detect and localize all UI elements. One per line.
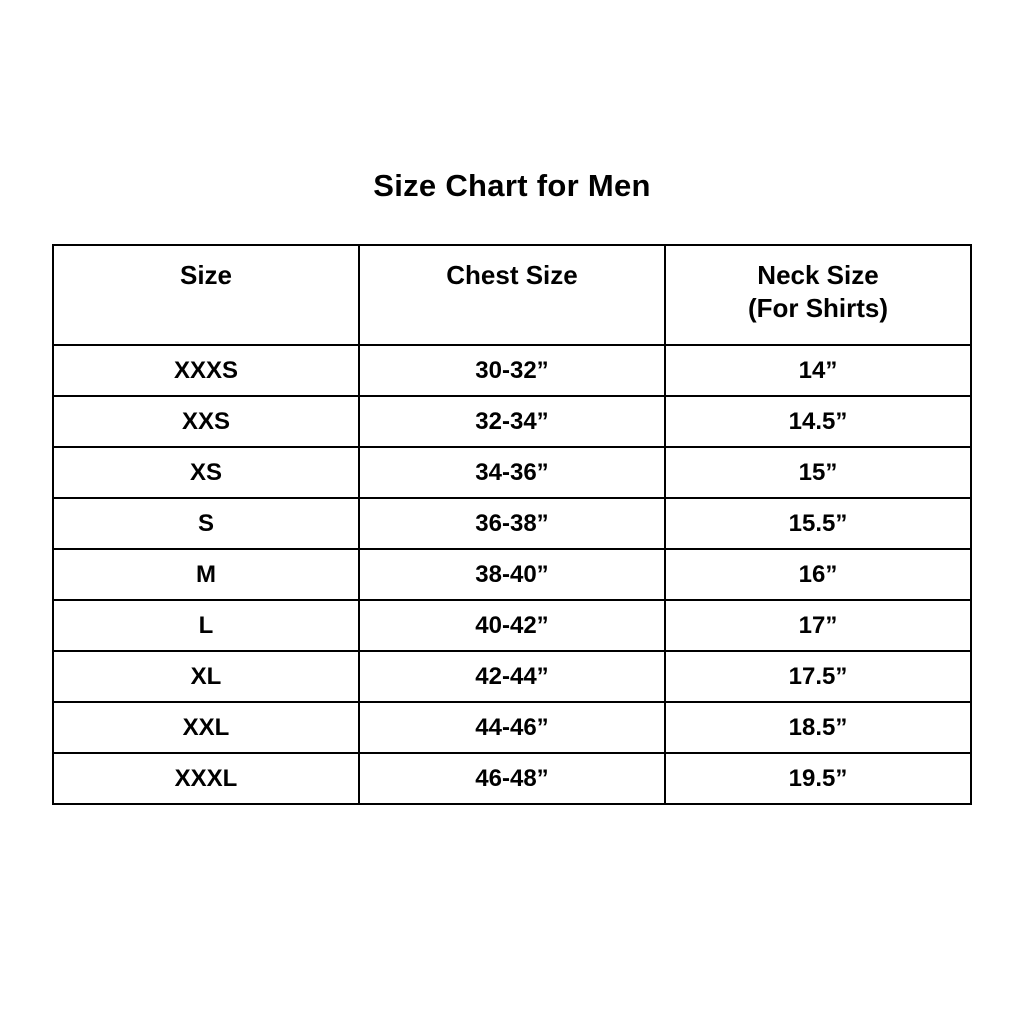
- table-cell: 42-44”: [358, 650, 666, 703]
- column-header: Size: [52, 244, 360, 346]
- table-row: XXL 44-46” 18.5”: [52, 701, 972, 754]
- table-row: S 36-38” 15.5”: [52, 497, 972, 550]
- column-header-label: Neck Size: [757, 260, 879, 290]
- table-cell: 17”: [664, 599, 972, 652]
- table-cell: 30-32”: [358, 344, 666, 397]
- table-header: Size Chest Size Neck Size (For Shirts): [52, 244, 972, 346]
- column-header-label: Size: [179, 260, 233, 290]
- table-cell: XXXL: [52, 752, 360, 805]
- table-row: XXS 32-34” 14.5”: [52, 395, 972, 448]
- table-cell: 18.5”: [664, 701, 972, 754]
- table-cell: 32-34”: [358, 395, 666, 448]
- page-title: Size Chart for Men: [373, 168, 651, 203]
- column-header-sublabel: (For Shirts): [747, 293, 889, 323]
- table-row: XL 42-44” 17.5”: [52, 650, 972, 703]
- column-header: Chest Size: [358, 244, 666, 346]
- table-cell: 46-48”: [358, 752, 666, 805]
- table-cell: 44-46”: [358, 701, 666, 754]
- table-body: XXXS 30-32” 14” XXS 32-34” 14.5” XS 34-36” 15” S 3…: [52, 344, 972, 805]
- table-row: XXXS 30-32” 14”: [52, 344, 972, 397]
- table-cell: M: [52, 548, 360, 601]
- table-cell: 40-42”: [358, 599, 666, 652]
- table-cell: 16”: [664, 548, 972, 601]
- table-cell: 15.5”: [664, 497, 972, 550]
- table-row: M 38-40” 16”: [52, 548, 972, 601]
- table-header-row: Size Chest Size Neck Size (For Shirts): [52, 244, 972, 346]
- column-header-label: Chest Size: [446, 260, 578, 290]
- table-cell: XXXS: [52, 344, 360, 397]
- table-row: L 40-42” 17”: [52, 599, 972, 652]
- table-cell: 15”: [664, 446, 972, 499]
- table-cell: XL: [52, 650, 360, 703]
- table-row: XS 34-36” 15”: [52, 446, 972, 499]
- table-cell: 14.5”: [664, 395, 972, 448]
- table-cell: XXS: [52, 395, 360, 448]
- size-chart-table: Size Chest Size Neck Size (For Shirts) XXXS…: [52, 244, 972, 805]
- table-row: XXXL 46-48” 19.5”: [52, 752, 972, 805]
- table-cell: L: [52, 599, 360, 652]
- table-cell: 38-40”: [358, 548, 666, 601]
- table-cell: 34-36”: [358, 446, 666, 499]
- table-cell: 14”: [664, 344, 972, 397]
- column-header: Neck Size (For Shirts): [664, 244, 972, 346]
- table-cell: 17.5”: [664, 650, 972, 703]
- table-cell: XXL: [52, 701, 360, 754]
- table-cell: 19.5”: [664, 752, 972, 805]
- table-cell: 36-38”: [358, 497, 666, 550]
- table-cell: XS: [52, 446, 360, 499]
- table-cell: S: [52, 497, 360, 550]
